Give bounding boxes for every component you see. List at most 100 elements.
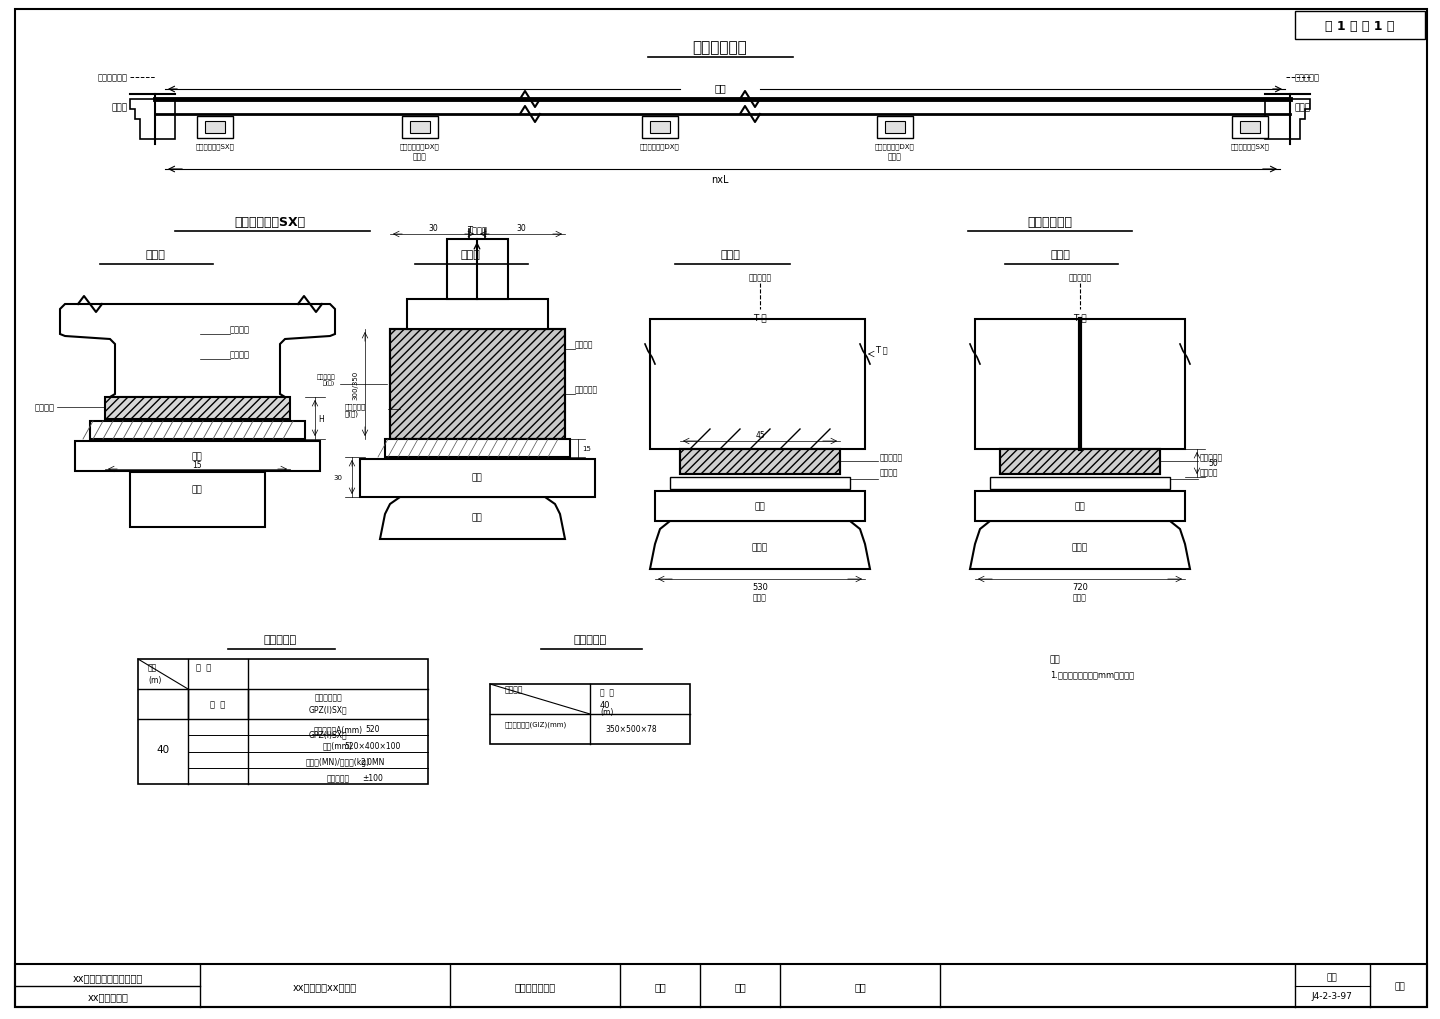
Bar: [1240, 122, 1260, 133]
Text: 背支墩: 背支墩: [1295, 103, 1312, 112]
Text: T 梁: T 梁: [1073, 313, 1087, 322]
Text: xx高速公路发展有限公司: xx高速公路发展有限公司: [73, 972, 143, 982]
Polygon shape: [1264, 100, 1310, 140]
Bar: [975, 320, 1185, 449]
Text: 不锈钢板: 不锈钢板: [880, 468, 899, 477]
Bar: [999, 449, 1161, 475]
Text: (m): (m): [148, 675, 161, 684]
Bar: [14, 964, 1427, 1007]
Text: 选择橡胶: 选择橡胶: [230, 325, 251, 334]
Text: 光滑橡胶板: 光滑橡胶板: [575, 385, 598, 394]
Text: 2.0MN: 2.0MN: [361, 757, 384, 766]
Text: 板式橡胶支座: 板式橡胶支座: [1028, 215, 1073, 228]
Text: T 梁: T 梁: [876, 345, 887, 355]
Text: H: H: [318, 414, 324, 423]
Bar: [197, 117, 233, 139]
Text: GPZ(I)SX型: GPZ(I)SX型: [308, 705, 347, 713]
Text: 跨径: 跨径: [148, 662, 157, 672]
Text: 30: 30: [428, 223, 438, 232]
Text: 制图: 制图: [654, 981, 665, 991]
Text: 基石: 基石: [472, 473, 482, 482]
Text: 复核: 复核: [734, 981, 746, 991]
Text: 横桥向: 横桥向: [459, 250, 480, 260]
Bar: [877, 117, 913, 139]
Bar: [642, 117, 678, 139]
Text: 横桥向: 横桥向: [1050, 250, 1070, 260]
Text: 一量: 一量: [714, 83, 726, 93]
Bar: [130, 473, 265, 528]
Text: 桥梁中心线: 桥梁中心线: [1295, 73, 1320, 83]
Polygon shape: [60, 305, 336, 397]
Text: (m): (m): [600, 707, 613, 715]
Text: nxL: nxL: [711, 175, 729, 184]
Text: 720: 720: [1071, 583, 1089, 592]
Text: 顺桥向: 顺桥向: [720, 250, 740, 260]
Text: 第 1 页 共 1 页: 第 1 页 共 1 页: [1325, 19, 1395, 33]
Bar: [649, 122, 670, 133]
Text: 次边墩: 次边墩: [413, 153, 426, 161]
Bar: [410, 122, 431, 133]
Text: 支座型号表: 支座型号表: [573, 635, 606, 644]
Bar: [402, 117, 438, 139]
Bar: [975, 491, 1185, 522]
Text: 注：: 注：: [1050, 655, 1061, 663]
Text: 规格(mm): 规格(mm): [323, 741, 353, 750]
Text: T梁底座: T梁底座: [467, 225, 487, 234]
Polygon shape: [130, 100, 176, 140]
Text: 类  型: 类 型: [210, 700, 226, 709]
Bar: [91, 422, 305, 439]
Text: 30: 30: [334, 475, 343, 481]
Text: 50: 50: [1208, 459, 1218, 468]
Text: 盆式橡胶支座: 盆式橡胶支座: [314, 693, 341, 702]
Bar: [999, 449, 1161, 475]
Text: 嵌缝料钢筋
网(带): 嵌缝料钢筋 网(带): [317, 374, 336, 385]
Text: 盆式橡胶支座SX型: 盆式橡胶支座SX型: [196, 144, 235, 150]
Text: 支承置: 支承置: [1073, 593, 1087, 602]
Text: 图号: 图号: [1326, 972, 1338, 981]
Bar: [680, 449, 840, 475]
Text: 350×500×78: 350×500×78: [605, 725, 657, 734]
Bar: [204, 122, 225, 133]
Polygon shape: [649, 522, 870, 570]
Text: 基石: 基石: [1074, 502, 1086, 511]
Text: 盆式橡胶支座SX型: 盆式橡胶支座SX型: [235, 215, 305, 228]
Bar: [1233, 117, 1269, 139]
Bar: [680, 449, 840, 475]
Text: xx高速公路xx合同段: xx高速公路xx合同段: [292, 981, 357, 991]
Text: 比例: 比例: [1394, 981, 1405, 990]
Bar: [1295, 12, 1426, 40]
Polygon shape: [971, 522, 1189, 570]
Text: 支座中心线: 支座中心线: [749, 273, 772, 282]
Text: 竖面预倾量: 竖面预倾量: [327, 773, 350, 783]
Text: T 梁: T 梁: [753, 313, 768, 322]
Bar: [360, 460, 595, 497]
Text: 1.未图尺寸标注均以mm为单位。: 1.未图尺寸标注均以mm为单位。: [1050, 669, 1135, 679]
Bar: [886, 122, 904, 133]
Text: 背支墩: 背支墩: [112, 103, 128, 112]
Text: 盆式橡胶支座DX型: 盆式橡胶支座DX型: [876, 144, 914, 150]
Text: 竖缝橡胶板: 竖缝橡胶板: [880, 453, 903, 462]
Bar: [655, 491, 865, 522]
Text: 型  号: 型 号: [196, 662, 212, 672]
Text: ±100: ±100: [363, 773, 383, 783]
Text: 支座构造竣工图: 支座构造竣工图: [514, 981, 556, 991]
Text: 顺桥向: 顺桥向: [145, 250, 166, 260]
Text: 光滑橡胶: 光滑橡胶: [230, 351, 251, 359]
Text: xx建设分公司: xx建设分公司: [88, 991, 128, 1001]
Text: 承载力(MN)/耗重量(kg): 承载力(MN)/耗重量(kg): [305, 757, 370, 766]
Text: 520: 520: [366, 725, 380, 734]
Text: 次边墩: 次边墩: [888, 153, 901, 161]
Text: 基石: 基石: [192, 452, 203, 461]
Text: 监理: 监理: [854, 981, 865, 991]
Bar: [390, 330, 564, 439]
Text: 45: 45: [755, 431, 765, 440]
Text: 盆式橡胶支座SX型: 盆式橡胶支座SX型: [1231, 144, 1270, 150]
Text: 15: 15: [192, 461, 202, 470]
Text: 叠支支座: 叠支支座: [35, 404, 55, 412]
Text: 530: 530: [752, 583, 768, 592]
Text: 支座型号表: 支座型号表: [264, 635, 297, 644]
Text: 300/350: 300/350: [351, 370, 359, 399]
Text: 支承置: 支承置: [752, 543, 768, 552]
Bar: [138, 659, 428, 785]
Text: 嵌缝料钢筋
网(带): 嵌缝料钢筋 网(带): [346, 403, 366, 417]
